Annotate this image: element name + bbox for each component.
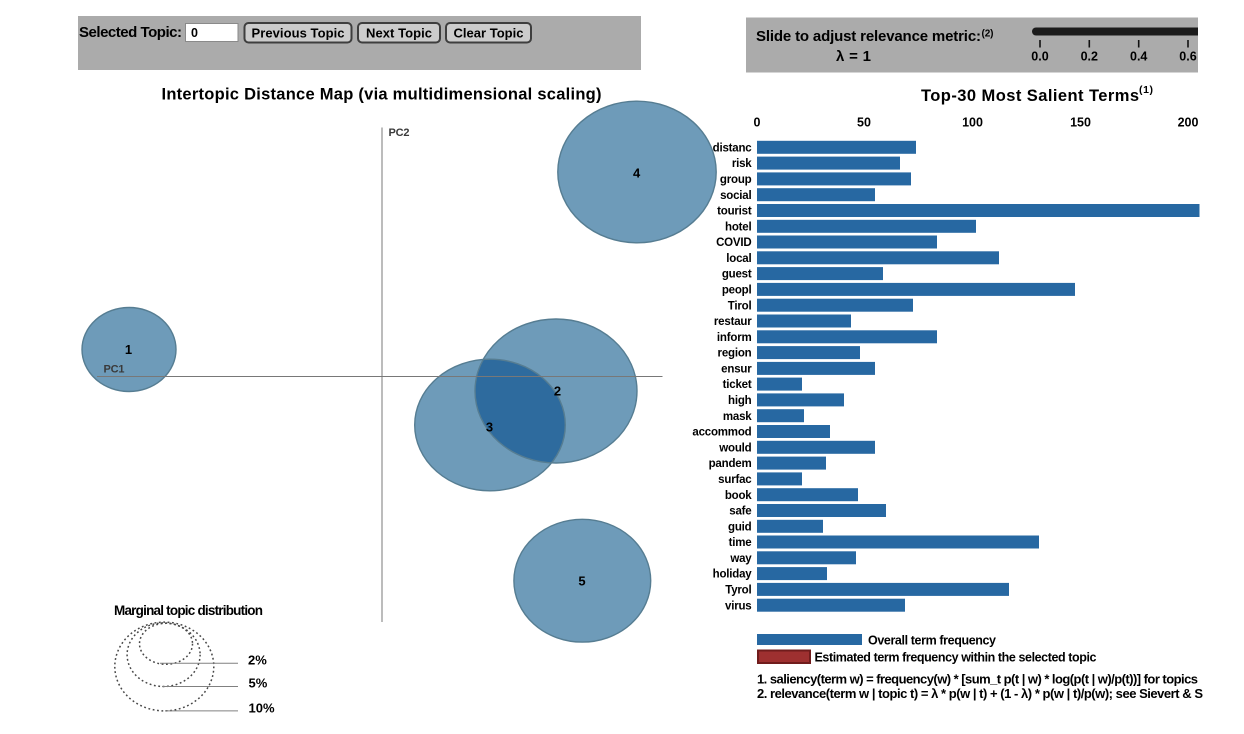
svg-text:inform: inform bbox=[717, 332, 752, 344]
svg-text:2%: 2% bbox=[248, 653, 267, 668]
svg-text:ticket: ticket bbox=[723, 379, 752, 391]
svg-text:Clear Topic: Clear Topic bbox=[454, 26, 524, 41]
svg-text:peopl: peopl bbox=[722, 285, 752, 297]
svg-text:0.6: 0.6 bbox=[1179, 50, 1196, 64]
svg-text:Marginal topic distribution: Marginal topic distribution bbox=[114, 603, 263, 618]
svg-text:5%: 5% bbox=[249, 676, 268, 691]
svg-text:2. relevance(term w | topic t): 2. relevance(term w | topic t) = λ * p(w… bbox=[757, 686, 1203, 701]
svg-text:pandem: pandem bbox=[709, 458, 752, 470]
svg-text:Previous Topic: Previous Topic bbox=[252, 26, 345, 41]
svg-text:region: region bbox=[718, 348, 752, 360]
svg-text:COVID: COVID bbox=[716, 237, 751, 249]
svg-text:0.4: 0.4 bbox=[1130, 50, 1147, 64]
svg-text:restaur: restaur bbox=[714, 316, 752, 328]
svg-text:1. saliency(term w) = frequenc: 1. saliency(term w) = frequency(w) * [su… bbox=[757, 672, 1198, 687]
svg-text:0: 0 bbox=[754, 116, 761, 130]
svg-text:safe: safe bbox=[729, 506, 751, 518]
svg-text:Intertopic Distance Map (via m: Intertopic Distance Map (via multidimens… bbox=[162, 86, 602, 104]
svg-text:PC1: PC1 bbox=[104, 364, 125, 376]
svg-text:guid: guid bbox=[728, 521, 752, 533]
svg-text:surfac: surfac bbox=[718, 474, 752, 486]
svg-text:λ = 1: λ = 1 bbox=[836, 48, 871, 65]
svg-text:social: social bbox=[720, 190, 751, 202]
svg-text:Tyrol: Tyrol bbox=[725, 585, 751, 597]
svg-text:1: 1 bbox=[125, 342, 132, 357]
svg-text:high: high bbox=[728, 395, 752, 407]
svg-text:Selected Topic:: Selected Topic: bbox=[79, 24, 182, 41]
svg-text:accommod: accommod bbox=[692, 427, 751, 439]
svg-text:200: 200 bbox=[1178, 116, 1199, 130]
svg-text:holiday: holiday bbox=[713, 569, 753, 581]
svg-text:3: 3 bbox=[486, 420, 493, 435]
svg-text:tourist: tourist bbox=[717, 206, 752, 218]
svg-text:0.0: 0.0 bbox=[1031, 50, 1048, 64]
svg-text:0.2: 0.2 bbox=[1081, 50, 1098, 64]
svg-text:Top-30 Most Salient Terms: Top-30 Most Salient Terms bbox=[921, 87, 1139, 105]
svg-text:4: 4 bbox=[633, 166, 641, 181]
svg-text:would: would bbox=[718, 442, 751, 454]
svg-text:local: local bbox=[726, 253, 751, 265]
svg-text:0: 0 bbox=[191, 26, 198, 40]
svg-text:PC2: PC2 bbox=[389, 127, 410, 139]
svg-text:Tirol: Tirol bbox=[728, 300, 752, 312]
svg-text:mask: mask bbox=[723, 411, 752, 423]
svg-text:guest: guest bbox=[722, 269, 752, 281]
svg-text:book: book bbox=[725, 490, 752, 502]
svg-text:(2): (2) bbox=[982, 29, 994, 40]
svg-text:time: time bbox=[729, 537, 752, 549]
svg-text:ensur: ensur bbox=[721, 364, 752, 376]
svg-text:distanc: distanc bbox=[713, 142, 753, 154]
svg-text:10%: 10% bbox=[249, 701, 275, 716]
svg-text:group: group bbox=[720, 174, 752, 186]
svg-text:Overall term frequency: Overall term frequency bbox=[868, 634, 996, 648]
svg-text:Slide to adjust relevance metr: Slide to adjust relevance metric: bbox=[756, 28, 981, 45]
svg-text:100: 100 bbox=[962, 116, 983, 130]
svg-text:Estimated term frequency withi: Estimated term frequency within the sele… bbox=[815, 651, 1097, 665]
svg-text:2: 2 bbox=[554, 384, 561, 399]
svg-text:way: way bbox=[729, 553, 752, 565]
svg-text:risk: risk bbox=[732, 158, 752, 170]
svg-text:hotel: hotel bbox=[725, 221, 751, 233]
svg-text:5: 5 bbox=[578, 574, 585, 589]
svg-text:(1): (1) bbox=[1139, 84, 1153, 96]
svg-text:50: 50 bbox=[857, 116, 871, 130]
svg-text:Next Topic: Next Topic bbox=[366, 26, 432, 41]
svg-text:virus: virus bbox=[725, 600, 752, 612]
svg-text:150: 150 bbox=[1070, 116, 1091, 130]
